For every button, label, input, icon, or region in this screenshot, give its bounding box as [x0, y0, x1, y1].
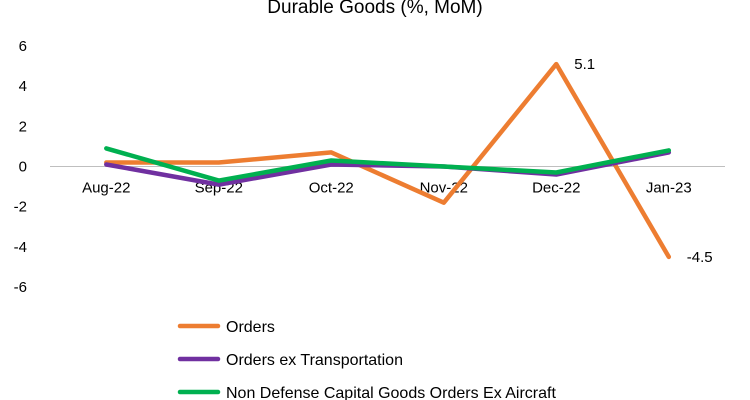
y-tick-label: 4: [19, 78, 27, 95]
x-tick-label: Dec-22: [532, 180, 580, 197]
data-label: 5.1: [574, 56, 595, 73]
legend-label: Non Defense Capital Goods Orders Ex Airc…: [226, 385, 556, 400]
x-tick-label: Aug-22: [82, 180, 130, 197]
series-line-1: [104, 61, 672, 260]
legend-label: Orders ex Transportation: [226, 352, 403, 369]
y-tick-label: 2: [19, 118, 27, 135]
y-tick-label: -6: [14, 279, 27, 296]
chart-title: Durable Goods (%, MoM): [267, 0, 482, 18]
series-line-3: [104, 146, 672, 183]
y-tick-label: 6: [19, 38, 27, 55]
y-tick-label: -2: [14, 199, 27, 216]
y-tick-label: 0: [19, 159, 27, 176]
legend-label: Orders: [226, 319, 275, 336]
y-tick-label: -4: [14, 239, 27, 256]
x-tick-label: Nov-22: [420, 180, 468, 197]
x-tick-label: Oct-22: [309, 180, 354, 197]
x-tick-label: Jan-23: [646, 180, 692, 197]
data-label: -4.5: [687, 249, 713, 266]
